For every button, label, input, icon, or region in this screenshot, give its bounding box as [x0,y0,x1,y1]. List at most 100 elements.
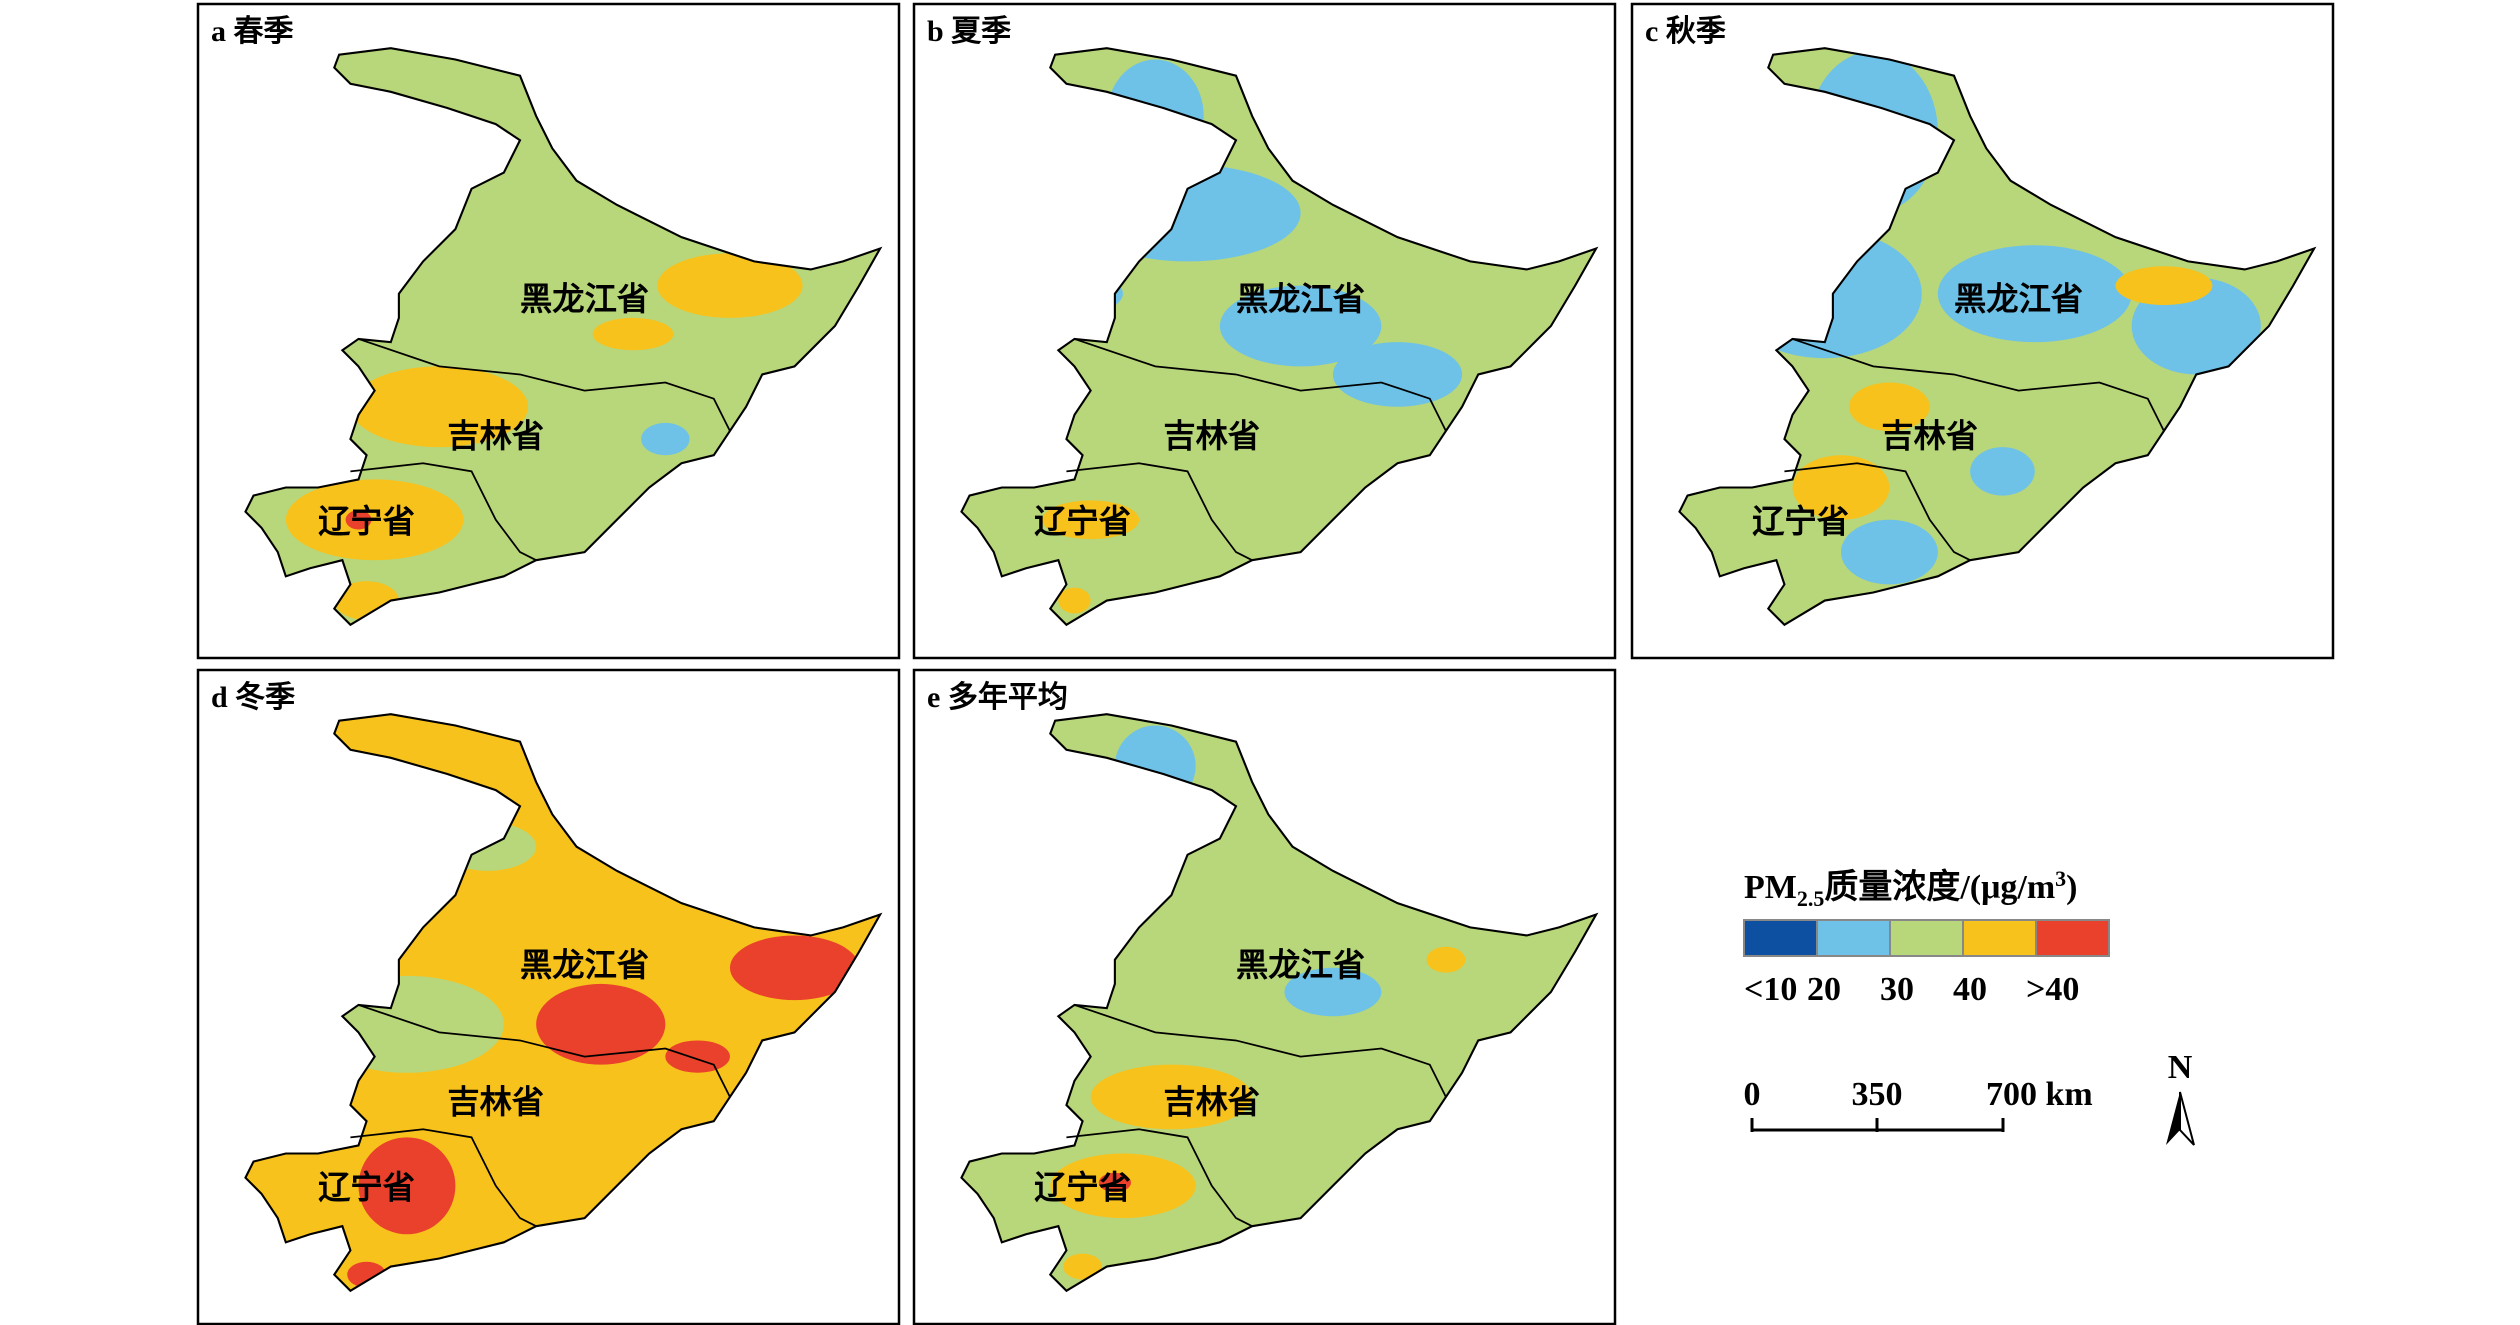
concentration-area [1219,285,1382,367]
concentration-area [1808,51,1938,213]
province-name: 黑龙江省 [520,281,649,317]
north-label: N [2168,1049,2193,1086]
concentration-area [2115,266,2213,306]
province-border [358,338,731,432]
province-name: 辽宁省 [1034,504,1131,540]
scale-label: 0 [1744,1076,1761,1113]
panel-label: d 冬季 [211,681,295,714]
legend-title-text: 质量浓度/(μg/m [1824,868,2055,906]
concentration-area [657,253,803,318]
legend-label: 20 [1807,971,1841,1008]
concentration-area [536,983,666,1065]
concentration-area [1332,342,1463,407]
panel-frame [1630,2,2335,660]
legend-swatch [1889,919,1964,957]
concentration-area [1840,519,1938,585]
panel-frame [912,668,1617,1325]
province-border [1066,1128,1253,1227]
panel-frame [912,2,1617,660]
panel-label: e 多年平均 [927,681,1068,714]
province-border [1792,338,2165,432]
legend-label: >40 [2026,971,2079,1008]
province-name: 吉林省 [447,418,544,454]
legend-label: 40 [1953,971,1987,1008]
legend-title-main: PM [1744,869,1797,906]
concentration-area [993,269,1123,318]
concentration-area [641,422,690,456]
legend-title: PM2.5质量浓度/(μg/m3) [1744,866,2078,911]
scale-bar: 0 350 700 km [1744,1076,2093,1132]
province-name: 辽宁省 [318,1170,415,1206]
legend-swatch [1962,919,2037,957]
legend-swatch [1743,919,1818,957]
concentration-area [310,975,504,1073]
province-name: 黑龙江省 [1236,281,1365,317]
panel-frame [196,668,901,1325]
province-border [350,1128,537,1227]
north-arrow-right [2179,1091,2195,1146]
province-border [350,462,537,561]
province-border [358,1004,731,1098]
province-name: 黑龙江省 [520,947,649,983]
concentration-area [1058,587,1091,614]
concentration-area [1970,447,2035,496]
province-border [1074,1004,1447,1098]
panel-label: c 秋季 [1645,15,1726,48]
concentration-area [358,1137,456,1235]
concentration-area [1284,967,1382,1017]
concentration-area [285,479,464,561]
province-border [1784,462,1971,561]
concentration-area [1849,382,1930,431]
concentration-area [1792,455,1890,520]
concentration-area [1074,164,1301,262]
province-name: 吉林省 [447,1084,544,1120]
concentration-area [592,317,674,351]
concentration-area [350,366,529,448]
legend: PM2.5质量浓度/(μg/m3) <10 20 30 40 >40 [1743,866,2110,1008]
concentration-area [729,935,860,1001]
concentration-area [1090,1064,1253,1130]
concentration-area [1114,725,1196,807]
legend-title-sup: 3 [2055,866,2066,891]
scale-label: 700 km [1986,1076,2093,1113]
province-name: 辽宁省 [1034,1170,1131,1206]
legend-title-end: ) [2066,869,2077,906]
north-arrow-left [2166,1092,2180,1145]
concentration-area [665,1040,730,1073]
scale-label: 350 [1852,1076,1903,1113]
concentration-area [1426,946,1466,973]
province-name: 黑龙江省 [1954,281,2083,317]
concentration-area [1937,245,2132,343]
legend-title-sub: 2.5 [1797,886,1825,911]
province-name: 辽宁省 [318,504,415,540]
province-border [1074,338,1447,432]
panel-frame [196,2,901,660]
legend-label: <10 [1744,971,1797,1008]
province-name: 吉林省 [1163,1084,1260,1120]
concentration-area [1042,500,1140,540]
province-name: 辽宁省 [1752,504,1849,540]
province-name: 吉林省 [1163,418,1260,454]
panel-label: b 夏季 [927,15,1011,48]
north-arrow: N [2166,1049,2195,1146]
legend-swatch [2035,919,2110,957]
concentration-area [1098,1172,1132,1193]
legend-label: 30 [1880,971,1914,1008]
province-border [1066,462,1253,561]
legend-swatch [1816,919,1891,957]
concentration-area [1063,1253,1102,1280]
concentration-area [345,510,372,530]
concentration-area [347,1261,386,1288]
panel-label: a 春季 [211,15,294,48]
